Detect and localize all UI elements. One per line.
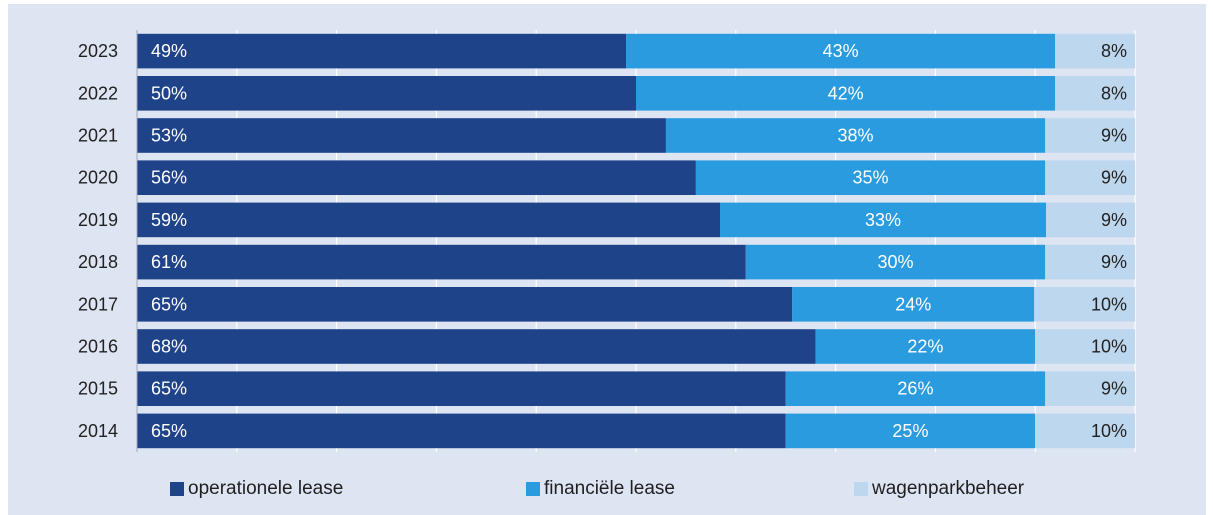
legend-item-financiele-lease: financiële lease [526, 476, 675, 502]
data-label: 56% [151, 168, 187, 188]
bar-segment [137, 202, 720, 238]
data-label: 9% [1101, 168, 1127, 188]
data-label: 59% [151, 210, 187, 230]
data-label: 50% [151, 83, 187, 103]
bar-segment [1035, 329, 1135, 364]
data-label: 65% [151, 421, 187, 441]
data-label: 65% [151, 379, 187, 399]
data-label: 49% [151, 41, 187, 61]
bar-segment [792, 286, 1035, 322]
bar-segment [1045, 160, 1135, 196]
bar-segment [1046, 202, 1135, 238]
data-label: 33% [865, 210, 901, 230]
top-strip [0, 0, 1213, 4]
data-label: 42% [828, 83, 864, 103]
category-label: 2020 [78, 168, 118, 188]
legend-swatch-financiele-lease [526, 482, 540, 496]
bar-segment [695, 160, 1046, 196]
legend-label-wagenparkbeheer: wagenparkbeheer [872, 478, 1025, 499]
bar-segment [137, 160, 696, 196]
bar-segment [1055, 75, 1135, 111]
data-label: 9% [1101, 126, 1127, 146]
category-label: 2017 [78, 294, 118, 314]
legend-swatch-wagenparkbeheer [854, 482, 868, 496]
bar-segment [137, 118, 666, 153]
data-label: 10% [1091, 421, 1127, 441]
legend-item-wagenparkbeheer: wagenparkbeheer [854, 476, 1024, 502]
data-label: 10% [1091, 337, 1127, 357]
legend-label-financiele-lease: financiële lease [544, 478, 675, 499]
bar-segment [1045, 244, 1135, 280]
data-label: 25% [892, 421, 928, 441]
data-label: 65% [151, 294, 187, 314]
bar-segment [137, 244, 746, 280]
category-label: 2023 [78, 41, 118, 61]
bar-segment [815, 329, 1036, 364]
bar-segment [1035, 413, 1135, 449]
category-label: 2016 [78, 337, 118, 357]
legend-label-operationele-lease: operationele lease [188, 478, 344, 499]
bar-segment [137, 413, 786, 449]
bar-segment [719, 202, 1047, 238]
bar-segment [137, 329, 816, 364]
category-label: 2014 [78, 421, 118, 441]
data-label: 8% [1101, 41, 1127, 61]
bar-segment [1045, 118, 1135, 153]
data-label: 43% [823, 41, 859, 61]
bar-segment [1034, 286, 1135, 322]
category-label: 2015 [78, 379, 118, 399]
category-label: 2019 [78, 210, 118, 230]
bar-segment [137, 33, 627, 69]
bar-segment [785, 413, 1036, 449]
bar-segment [137, 371, 786, 407]
category-label: 2018 [78, 252, 118, 272]
bar-segment [1045, 371, 1135, 407]
bar-segment [665, 118, 1046, 153]
data-label: 35% [853, 168, 889, 188]
data-label: 26% [897, 379, 933, 399]
bar-segment [137, 286, 793, 322]
legend-swatch-operationele-lease [170, 482, 184, 496]
data-label: 9% [1101, 252, 1127, 272]
category-label: 2021 [78, 126, 118, 146]
legend-item-operationele-lease: operationele lease [170, 476, 343, 502]
data-label: 9% [1101, 210, 1127, 230]
bar-segment [1055, 33, 1135, 69]
bar-segment [137, 75, 636, 111]
data-label: 68% [151, 337, 187, 357]
category-label: 2022 [78, 83, 118, 103]
bar-segment [785, 371, 1046, 407]
bar-segment [745, 244, 1046, 280]
data-label: 10% [1091, 294, 1127, 314]
data-label: 24% [895, 294, 931, 314]
bar-segment [636, 75, 1056, 111]
data-label: 53% [151, 126, 187, 146]
legend: operationele lease financiële lease wage… [0, 476, 1213, 502]
data-label: 30% [877, 252, 913, 272]
bar-segment [626, 33, 1056, 69]
data-label: 38% [838, 126, 874, 146]
data-label: 22% [907, 337, 943, 357]
data-label: 61% [151, 252, 187, 272]
data-label: 9% [1101, 379, 1127, 399]
data-label: 8% [1101, 83, 1127, 103]
stacked-bar-chart: 2023 49% 43% 8% 2022 50% 42% 8% 2021 53% 38% 9% 2020… [78, 30, 1136, 452]
